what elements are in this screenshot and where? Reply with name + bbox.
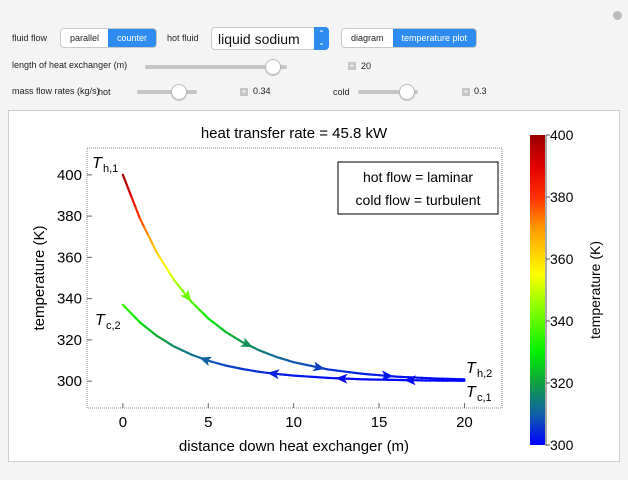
diagram-button[interactable]: diagram xyxy=(351,33,384,43)
cold-flow-arrow xyxy=(335,373,348,384)
svg-text:T: T xyxy=(95,312,106,329)
hot-flow-value: 0.34 xyxy=(253,86,271,96)
svg-text:h,2: h,2 xyxy=(477,368,492,380)
y-tick-label: 380 xyxy=(57,208,82,225)
x-tick-label: 10 xyxy=(285,414,302,431)
colorbar-tick-label: 300 xyxy=(550,437,574,453)
y-tick-label: 340 xyxy=(57,291,82,308)
length-label: length of heat exchanger (m) xyxy=(12,60,128,70)
y-tick-label: 320 xyxy=(57,332,82,349)
cold-flow-slider[interactable] xyxy=(358,84,418,100)
hot-curve-segment xyxy=(168,272,176,282)
hot-curve-segment xyxy=(130,195,137,209)
hot-curve-segment xyxy=(126,184,133,198)
svg-text:c,2: c,2 xyxy=(106,320,121,332)
hot-flow-arrow xyxy=(312,361,326,372)
svg-text:h,1: h,1 xyxy=(103,163,118,175)
colorbar-tick-label: 380 xyxy=(550,189,574,205)
cold-flow-regime: cold flow = turbulent xyxy=(356,192,481,208)
hot-curve-segment xyxy=(172,278,180,287)
view-toggle: diagram temperature plot xyxy=(341,28,478,48)
hot-curve-segment xyxy=(151,243,159,255)
x-axis-label: distance down heat exchanger (m) xyxy=(179,438,409,455)
flow-regime-box xyxy=(337,161,499,215)
hot-flow-slider-thumb[interactable] xyxy=(171,84,187,100)
y-tick-label: 400 xyxy=(57,167,82,184)
hot-flow-regime: hot flow = laminar xyxy=(363,169,473,185)
mass-flow-label: mass flow rates (kg/s) xyxy=(12,86,100,96)
hot-curve-segment xyxy=(134,206,142,220)
length-slider[interactable] xyxy=(145,59,287,75)
x-tick-label: 20 xyxy=(456,414,473,431)
cold-flow-arrow xyxy=(267,369,280,380)
cold-expand-icon[interactable]: + xyxy=(462,87,470,96)
hot-curve-segment xyxy=(177,284,184,292)
reset-icon[interactable] xyxy=(613,11,622,20)
y-tick-label: 360 xyxy=(57,249,82,266)
svg-text:T: T xyxy=(466,384,477,401)
hot-fluid-label: hot fluid xyxy=(167,33,199,43)
plot-frame xyxy=(86,147,503,409)
hot-fluid-value: liquid sodium xyxy=(218,31,300,47)
hot-curve-segment xyxy=(138,217,146,229)
hot-curve-segment xyxy=(143,226,150,237)
hot-curve-segment xyxy=(164,265,171,275)
colorbar-tick-label: 340 xyxy=(550,313,574,329)
x-tick-label: 5 xyxy=(204,414,212,431)
colorbar-tick-label: 400 xyxy=(550,127,574,143)
parallel-button[interactable]: parallel xyxy=(70,33,100,43)
colorbar-tick-label: 360 xyxy=(550,251,574,267)
hot-curve-segment xyxy=(155,251,163,261)
cold-flow-label: cold xyxy=(333,87,350,97)
colorbar xyxy=(530,135,545,445)
y-axis-label: temperature (K) xyxy=(31,225,48,330)
svg-text:T: T xyxy=(92,155,103,172)
plot-panel xyxy=(8,110,620,462)
length-value: 20 xyxy=(361,61,372,71)
chart-title: heat transfer rate = 45.8 kW xyxy=(201,125,388,142)
fluid-flow-toggle: parallel counter xyxy=(60,28,158,48)
counter-button[interactable]: counter xyxy=(108,29,157,47)
updown-chevron-icon: ⌃ ⌄ xyxy=(314,27,329,50)
hot-flow-arrow xyxy=(180,289,192,302)
colorbar-label: temperature (K) xyxy=(587,241,603,339)
svg-text:T: T xyxy=(466,360,477,377)
hot-flow-slider[interactable] xyxy=(137,84,197,100)
x-tick-label: 0 xyxy=(119,414,127,431)
temperature-plot-button[interactable]: temperature plot xyxy=(392,29,477,47)
length-slider-thumb[interactable] xyxy=(265,59,281,75)
cold-curve xyxy=(121,303,466,386)
hot-flow-arrow xyxy=(239,337,253,348)
svg-text:c,1: c,1 xyxy=(477,392,492,404)
x-tick-label: 15 xyxy=(371,414,388,431)
hot-expand-icon[interactable]: + xyxy=(240,87,248,96)
hot-curve-segment xyxy=(121,173,129,187)
hot-flow-label: hot xyxy=(98,87,111,97)
fluid-flow-label: fluid flow xyxy=(12,33,48,43)
y-tick-label: 300 xyxy=(57,373,82,390)
length-expand-icon[interactable]: + xyxy=(348,61,356,70)
colorbar-tick-label: 320 xyxy=(550,375,574,391)
hot-curve xyxy=(121,173,466,381)
cold-flow-arrow xyxy=(199,356,213,367)
cold-flow-arrow xyxy=(403,375,416,386)
hot-curve-segment xyxy=(160,258,167,268)
hot-fluid-select[interactable]: liquid sodium ⌃ ⌄ xyxy=(211,27,329,50)
hot-curve-segment xyxy=(147,234,154,246)
cold-flow-slider-thumb[interactable] xyxy=(399,84,415,100)
cold-flow-value: 0.3 xyxy=(474,86,487,96)
hot-flow-arrow xyxy=(381,370,394,381)
